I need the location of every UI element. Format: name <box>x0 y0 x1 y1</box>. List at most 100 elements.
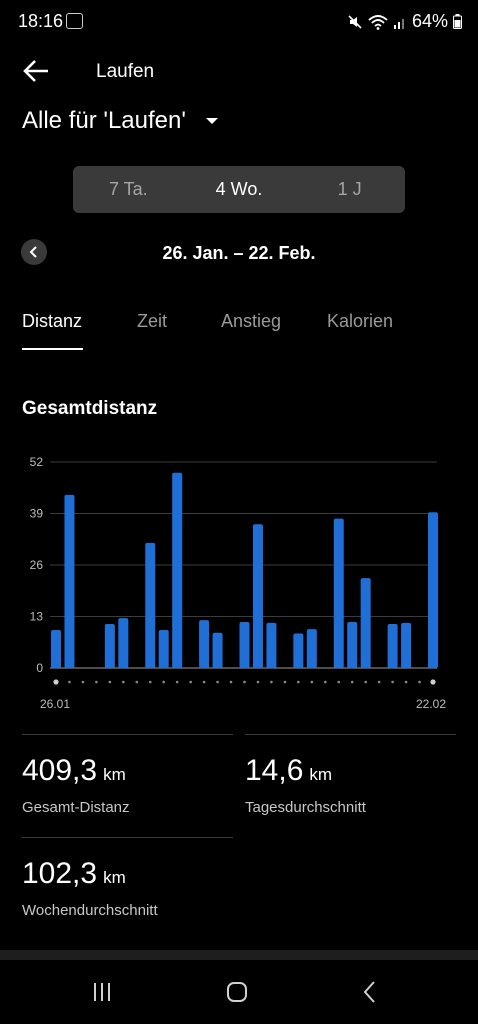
recent-apps-button[interactable] <box>87 978 117 1006</box>
stat-label: Gesamt-Distanz <box>22 799 130 816</box>
bar[interactable] <box>199 620 210 668</box>
bar[interactable] <box>145 542 156 668</box>
stat-label: Wochendurchschnitt <box>22 902 158 919</box>
battery-percent: 64% <box>411 11 448 31</box>
bar[interactable] <box>306 629 317 668</box>
x-tick-dot <box>189 680 192 684</box>
date-navigation: 26. Jan. – 22. Feb. <box>0 237 478 269</box>
stat-unit: km <box>103 868 126 887</box>
stat-weekly-average: 102,3 km Wochendurchschnitt <box>22 857 158 919</box>
date-range-label: 26. Jan. – 22. Feb. <box>162 243 316 263</box>
x-tick-dot <box>243 680 246 684</box>
status-time: 18:16 <box>18 11 64 31</box>
bar[interactable] <box>333 518 344 668</box>
x-end-label: 22.02 <box>416 697 446 711</box>
x-tick-dot <box>148 680 152 684</box>
x-tick-dot <box>229 680 233 684</box>
x-tick-dot <box>377 680 381 684</box>
bar[interactable] <box>239 622 250 668</box>
bar[interactable] <box>360 578 371 668</box>
range-selector: 7 Ta. 4 Wo. 1 J <box>73 166 405 213</box>
bar[interactable] <box>51 629 61 668</box>
activity-filter-dropdown[interactable]: Alle für 'Laufen' <box>22 107 218 135</box>
stat-value: 14,6 <box>245 754 304 787</box>
chevron-left-icon <box>363 981 375 1003</box>
y-tick-label: 39 <box>30 507 44 521</box>
bottom-separator <box>0 950 478 960</box>
x-tick-dot <box>323 680 327 684</box>
tab-time[interactable]: Zeit <box>137 311 168 331</box>
x-tick-dot <box>175 680 179 684</box>
bar[interactable] <box>118 618 129 668</box>
bar[interactable] <box>387 624 398 668</box>
y-tick-label: 13 <box>30 610 44 624</box>
x-tick-dot <box>270 680 273 684</box>
bar[interactable] <box>428 512 438 668</box>
gallery-notification-icon <box>66 13 83 29</box>
stat-value: 409,3 <box>22 754 98 787</box>
battery-icon <box>453 14 462 29</box>
stat-value: 102,3 <box>22 857 98 890</box>
range-4-weeks[interactable]: 4 Wo. <box>215 179 263 199</box>
recent-apps-icon <box>94 983 110 1001</box>
x-tick-dot <box>430 679 436 685</box>
arrow-left-icon <box>23 60 48 82</box>
range-1-year[interactable]: 1 J <box>337 179 362 199</box>
x-tick-dot <box>337 680 341 684</box>
x-tick-dot <box>418 680 421 684</box>
tab-calories[interactable]: Kalorien <box>327 311 394 331</box>
bar[interactable] <box>172 472 183 668</box>
tab-distance[interactable]: Distanz <box>22 311 83 331</box>
bar[interactable] <box>212 632 223 668</box>
back-button[interactable] <box>22 58 50 84</box>
bar[interactable] <box>293 633 304 668</box>
activity-filter-label: Alle für 'Laufen' <box>22 107 186 134</box>
range-7-days[interactable]: 7 Ta. <box>108 179 148 199</box>
bar[interactable] <box>401 622 412 668</box>
system-nav-bar <box>0 960 478 1024</box>
bar[interactable] <box>266 622 277 668</box>
divider <box>245 734 456 735</box>
bar[interactable] <box>347 622 358 668</box>
bar[interactable] <box>252 524 263 668</box>
x-tick-dot <box>202 680 206 684</box>
bar[interactable] <box>64 494 75 668</box>
x-tick-dot <box>53 679 59 685</box>
previous-period-button[interactable] <box>21 239 47 265</box>
signal-icon <box>393 18 404 29</box>
x-start-label: 26.01 <box>40 697 70 711</box>
status-icons: 64% <box>347 11 462 32</box>
x-tick-dot <box>364 680 367 684</box>
home-icon <box>227 982 247 1002</box>
divider <box>22 734 233 735</box>
y-tick-label: 0 <box>36 661 43 675</box>
divider <box>22 837 233 838</box>
x-tick-dot <box>162 680 166 684</box>
status-bar: 18:16 64% <box>0 0 478 42</box>
stat-label: Tagesdurchschnitt <box>245 799 366 816</box>
x-tick-dot <box>256 680 260 684</box>
x-tick-dot <box>216 680 219 684</box>
distance-bar-chart[interactable]: 52 39 26 13 0 26.01 22.02 <box>0 440 478 720</box>
y-tick-label: 52 <box>30 455 44 469</box>
x-tick-dot <box>404 680 408 684</box>
page-title: Laufen <box>96 61 155 82</box>
x-tick-dot <box>68 680 71 684</box>
y-tick-label: 26 <box>30 558 44 572</box>
stat-unit: km <box>103 765 126 784</box>
chevron-left-icon <box>29 246 37 258</box>
bar[interactable] <box>158 629 169 668</box>
x-tick-dot <box>350 680 354 684</box>
back-nav-button[interactable] <box>355 978 385 1006</box>
x-tick-dot <box>108 680 112 684</box>
home-button[interactable] <box>222 978 252 1006</box>
metric-tabs: Distanz Zeit Anstieg Kalorien <box>0 306 478 352</box>
tab-elevation[interactable]: Anstieg <box>221 311 282 331</box>
app-bar: Laufen <box>0 50 478 92</box>
bar[interactable] <box>104 624 115 668</box>
chart-title: Gesamtdistanz <box>22 398 158 419</box>
x-tick-dot <box>391 680 394 684</box>
stat-daily-average: 14,6 km Tagesdurchschnitt <box>245 754 366 816</box>
mute-icon <box>348 14 362 29</box>
x-tick-dot <box>135 680 139 684</box>
